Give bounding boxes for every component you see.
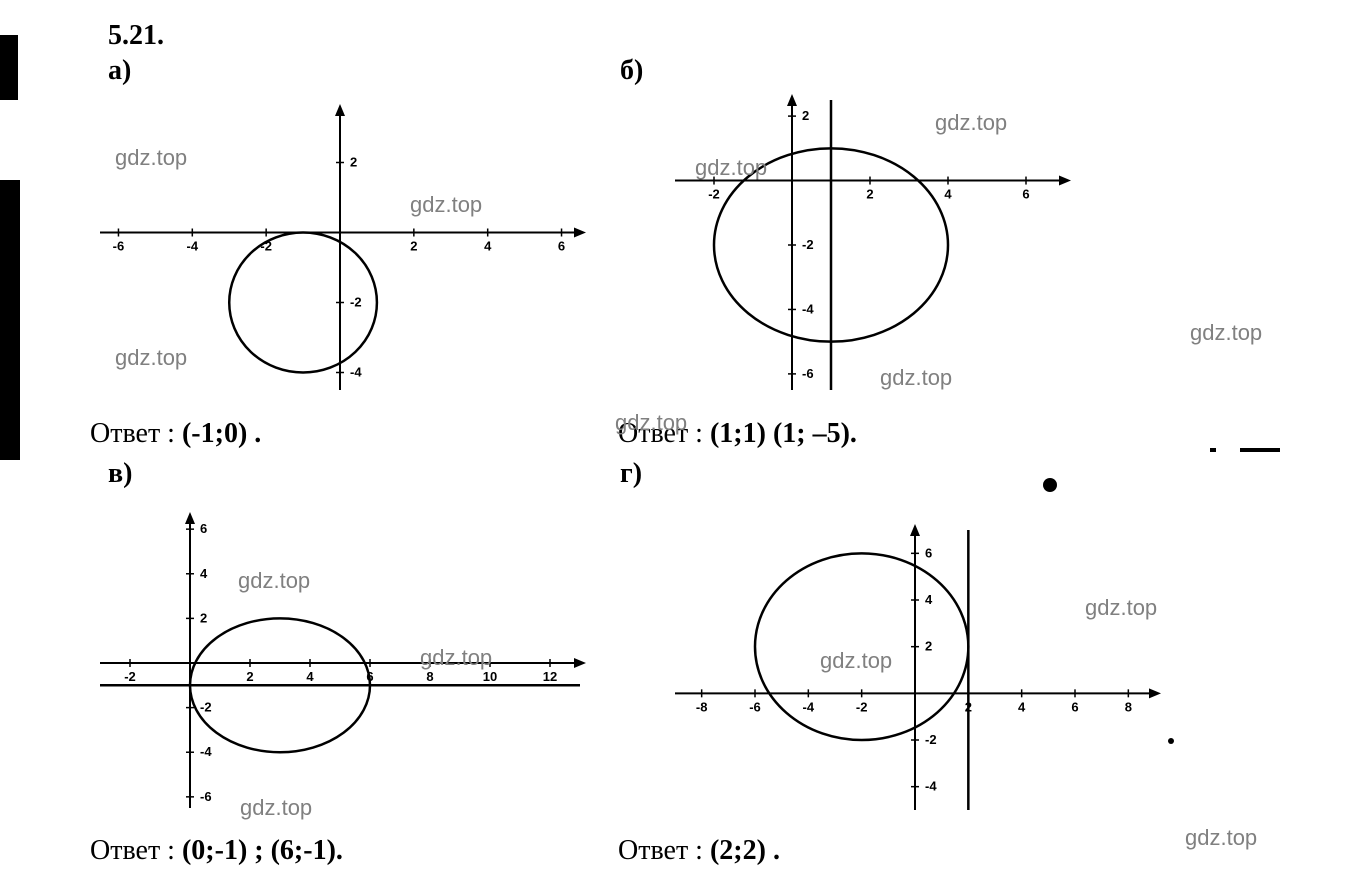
svg-text:4: 4 bbox=[306, 669, 314, 684]
answer-value: (0;-1) ; (6;-1). bbox=[182, 835, 343, 866]
svg-text:-8: -8 bbox=[696, 699, 708, 714]
svg-text:2: 2 bbox=[246, 669, 253, 684]
watermark: gdz.top bbox=[1190, 320, 1262, 346]
answer-prefix: Ответ : bbox=[90, 835, 182, 866]
scan-noise bbox=[0, 180, 20, 460]
svg-text:-4: -4 bbox=[350, 365, 362, 380]
part-a-label: а) bbox=[108, 55, 131, 87]
svg-text:-2: -2 bbox=[350, 295, 362, 310]
answer-a: Ответ : (-1;0) . bbox=[90, 418, 261, 450]
answer-v: Ответ : (0;-1) ; (6;-1). bbox=[90, 835, 343, 867]
scan-noise bbox=[1168, 738, 1174, 744]
svg-text:4: 4 bbox=[1018, 699, 1026, 714]
svg-text:6: 6 bbox=[558, 239, 565, 254]
watermark: gdz.top bbox=[115, 145, 187, 171]
scan-noise bbox=[1240, 448, 1280, 452]
svg-text:2: 2 bbox=[350, 155, 357, 170]
svg-text:-4: -4 bbox=[803, 699, 815, 714]
watermark: gdz.top bbox=[240, 795, 312, 821]
chart-b: -2 2 4 6 2 -2 -4 -6 bbox=[655, 80, 1085, 410]
watermark: gdz.top bbox=[1185, 825, 1257, 851]
svg-text:-6: -6 bbox=[749, 699, 761, 714]
answer-prefix: Ответ : bbox=[90, 418, 182, 449]
watermark: gdz.top bbox=[115, 345, 187, 371]
watermark: gdz.top bbox=[420, 645, 492, 671]
svg-text:2: 2 bbox=[802, 108, 809, 123]
svg-text:4: 4 bbox=[200, 566, 208, 581]
answer-value: (-1;0) . bbox=[182, 418, 261, 449]
watermark: gdz.top bbox=[410, 192, 482, 218]
svg-text:-4: -4 bbox=[200, 744, 212, 759]
scan-noise bbox=[1043, 478, 1057, 492]
svg-text:-2: -2 bbox=[200, 700, 212, 715]
scan-noise bbox=[0, 35, 18, 100]
answer-prefix: Ответ : bbox=[618, 835, 710, 866]
svg-text:2: 2 bbox=[866, 187, 873, 202]
problem-number: 5.21. bbox=[108, 20, 164, 52]
answer-value: (2;2) . bbox=[710, 835, 780, 866]
answer-value: (1;1) (1; –5). bbox=[710, 418, 857, 449]
svg-text:-4: -4 bbox=[187, 239, 199, 254]
svg-text:6: 6 bbox=[925, 545, 932, 560]
svg-text:6: 6 bbox=[1071, 699, 1078, 714]
svg-text:-2: -2 bbox=[802, 237, 814, 252]
svg-text:12: 12 bbox=[543, 669, 557, 684]
page: 5.21. а) -6 -4 -2 2 4 6 2 -2 -4 Ответ : (-1;0) .… bbox=[0, 0, 1348, 879]
part-v-label: в) bbox=[108, 458, 132, 490]
part-b-label: б) bbox=[620, 55, 643, 87]
watermark: gdz.top bbox=[935, 110, 1007, 136]
watermark: gdz.top bbox=[238, 568, 310, 594]
svg-text:4: 4 bbox=[484, 239, 492, 254]
watermark: gdz.top bbox=[1085, 595, 1157, 621]
svg-text:4: 4 bbox=[925, 592, 933, 607]
scan-noise bbox=[1210, 448, 1216, 452]
chart-v: -224681012642-2-4-6 bbox=[80, 498, 600, 828]
svg-text:4: 4 bbox=[944, 187, 952, 202]
watermark: gdz.top bbox=[615, 410, 687, 436]
watermark: gdz.top bbox=[880, 365, 952, 391]
svg-text:6: 6 bbox=[200, 521, 207, 536]
svg-text:-2: -2 bbox=[708, 187, 720, 202]
svg-text:8: 8 bbox=[426, 669, 433, 684]
svg-text:2: 2 bbox=[925, 639, 932, 654]
svg-text:-6: -6 bbox=[802, 366, 814, 381]
svg-text:8: 8 bbox=[1125, 699, 1132, 714]
svg-text:-2: -2 bbox=[856, 699, 868, 714]
answer-g: Ответ : (2;2) . bbox=[618, 835, 780, 867]
svg-text:2: 2 bbox=[410, 239, 417, 254]
svg-text:-4: -4 bbox=[802, 301, 814, 316]
svg-text:2: 2 bbox=[200, 610, 207, 625]
part-g-label: г) bbox=[620, 458, 642, 490]
svg-text:-6: -6 bbox=[113, 239, 125, 254]
svg-text:6: 6 bbox=[1022, 187, 1029, 202]
svg-text:-2: -2 bbox=[124, 669, 136, 684]
svg-text:10: 10 bbox=[483, 669, 497, 684]
watermark: gdz.top bbox=[695, 155, 767, 181]
watermark: gdz.top bbox=[820, 648, 892, 674]
svg-text:-4: -4 bbox=[925, 779, 937, 794]
svg-text:-6: -6 bbox=[200, 789, 212, 804]
svg-text:-2: -2 bbox=[925, 732, 937, 747]
chart-g: -8-6-4-22468642-2-4 bbox=[655, 510, 1175, 830]
